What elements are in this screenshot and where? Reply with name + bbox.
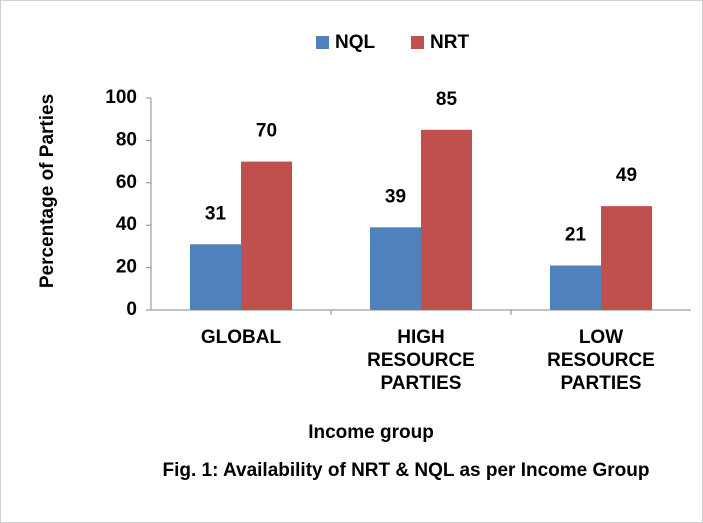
bar: [190, 244, 241, 310]
x-axis-label: Income group: [308, 422, 434, 443]
data-label: 39: [385, 186, 406, 207]
legend-swatch: [411, 36, 424, 49]
legend-swatch: [316, 36, 329, 49]
x-tick-label: GLOBAL: [200, 327, 282, 348]
data-label: 31: [205, 203, 227, 224]
bar: [241, 161, 292, 310]
data-label: 70: [256, 121, 277, 142]
bar: [370, 227, 421, 310]
x-tick-label: HIGH RESOURCE PARTIES: [367, 327, 475, 394]
bar: [550, 265, 601, 310]
caption: Fig. 1: Availability of NRT & NQL as per…: [162, 460, 650, 481]
x-tick-label: LOW RESOURCE PARTIES: [547, 327, 655, 394]
data-label: 21: [565, 224, 587, 245]
y-tick-label: 80: [116, 129, 137, 150]
legend-label: NRT: [430, 32, 469, 53]
y-tick-label: 100: [105, 87, 137, 108]
y-tick-label: 60: [116, 172, 137, 193]
y-tick-label: 0: [126, 299, 137, 320]
y-tick-label: 20: [116, 257, 137, 278]
bar: [421, 129, 472, 310]
data-label: 85: [436, 89, 458, 110]
bar: [601, 206, 652, 310]
data-label: 49: [616, 165, 637, 186]
y-tick-label: 40: [116, 214, 137, 235]
legend-label: NQL: [335, 32, 376, 53]
y-axis-label: Percentage of Parties: [37, 94, 58, 288]
